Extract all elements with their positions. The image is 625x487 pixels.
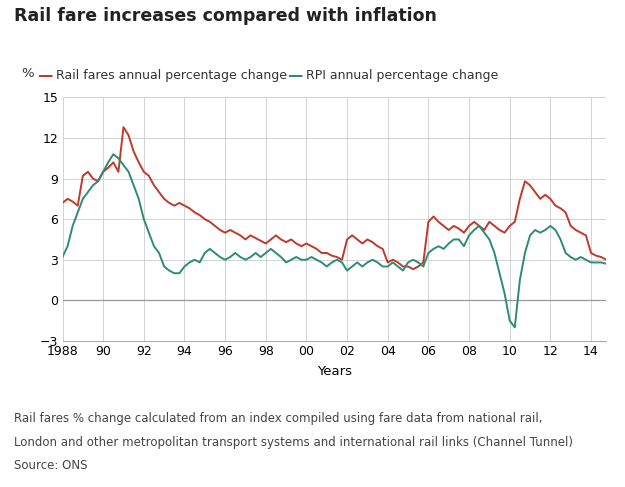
Text: Rail fares % change calculated from an index compiled using fare data from natio: Rail fares % change calculated from an i… xyxy=(14,412,542,425)
Text: Rail fare increases compared with inflation: Rail fare increases compared with inflat… xyxy=(14,7,437,25)
Text: Rail fares annual percentage change: Rail fares annual percentage change xyxy=(56,69,288,82)
Text: London and other metropolitan transport systems and international rail links (Ch: London and other metropolitan transport … xyxy=(14,436,572,449)
Text: —: — xyxy=(288,68,303,83)
Text: Source: ONS: Source: ONS xyxy=(14,459,88,472)
X-axis label: Years: Years xyxy=(317,365,352,378)
Text: —: — xyxy=(38,68,53,83)
Text: %: % xyxy=(22,67,34,80)
Text: RPI annual percentage change: RPI annual percentage change xyxy=(306,69,499,82)
